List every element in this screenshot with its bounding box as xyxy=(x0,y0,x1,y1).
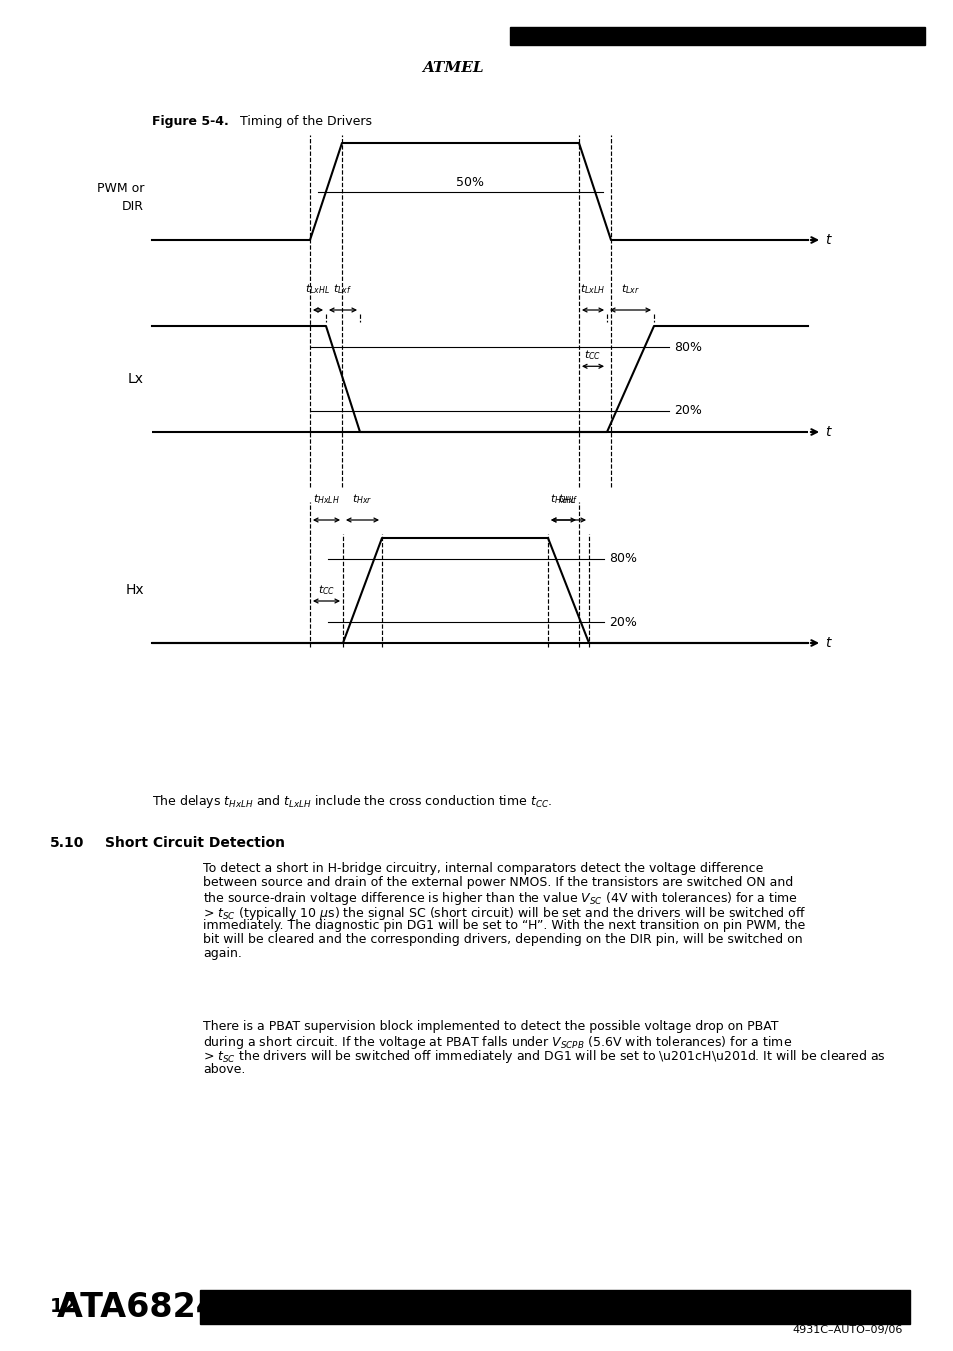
Text: again.: again. xyxy=(203,947,242,961)
Text: $t$: $t$ xyxy=(824,636,832,650)
Text: $t_{HxLH}$: $t_{HxLH}$ xyxy=(313,492,339,507)
Text: Lx: Lx xyxy=(128,372,144,386)
Text: $t_{Hxr}$: $t_{Hxr}$ xyxy=(352,492,373,507)
Text: $t$: $t$ xyxy=(824,232,832,247)
Text: $t_{LxLH}$: $t_{LxLH}$ xyxy=(579,282,605,296)
Text: Hx: Hx xyxy=(125,584,144,597)
Text: > $t_{SC}$ (typically 10 $\mu$s) the signal SC (short circuit) will be set and t: > $t_{SC}$ (typically 10 $\mu$s) the sig… xyxy=(203,905,805,921)
Text: $t_{Hxf}$: $t_{Hxf}$ xyxy=(558,492,578,507)
Text: $t$: $t$ xyxy=(824,426,832,439)
Text: > $t_{SC}$ the drivers will be switched off immediately and DG1 will be set to \: > $t_{SC}$ the drivers will be switched … xyxy=(203,1048,884,1066)
Text: There is a PBAT supervision block implemented to detect the possible voltage dro: There is a PBAT supervision block implem… xyxy=(203,1020,778,1034)
Text: ATA6824 [Preliminary]: ATA6824 [Preliminary] xyxy=(57,1290,477,1324)
Bar xyxy=(510,27,924,45)
Text: 12: 12 xyxy=(50,1297,77,1316)
Text: To detect a short in H-bridge circuitry, internal comparators detect the voltage: To detect a short in H-bridge circuitry,… xyxy=(203,862,762,875)
Text: Figure 5-4.: Figure 5-4. xyxy=(152,115,229,128)
Text: 4931C–AUTO–09/06: 4931C–AUTO–09/06 xyxy=(792,1325,902,1335)
Text: $t_{CC}$: $t_{CC}$ xyxy=(317,584,335,597)
Text: immediately. The diagnostic pin DG1 will be set to “H”. With the next transition: immediately. The diagnostic pin DG1 will… xyxy=(203,919,804,932)
Text: 20%: 20% xyxy=(608,616,637,628)
Text: 80%: 80% xyxy=(673,340,701,354)
Text: Short Circuit Detection: Short Circuit Detection xyxy=(105,836,285,850)
Bar xyxy=(200,1290,909,1324)
Text: 20%: 20% xyxy=(673,404,701,417)
Text: PWM or: PWM or xyxy=(96,181,144,195)
Text: between source and drain of the external power NMOS. If the transistors are swit: between source and drain of the external… xyxy=(203,877,792,889)
Text: $t_{CC}$: $t_{CC}$ xyxy=(584,349,601,362)
Text: 5.10: 5.10 xyxy=(50,836,84,850)
Text: The delays $t_{HxLH}$ and $t_{LxLH}$ include the cross conduction time $t_{CC}$.: The delays $t_{HxLH}$ and $t_{LxLH}$ inc… xyxy=(152,793,552,811)
Text: $t_{Lxf}$: $t_{Lxf}$ xyxy=(334,282,353,296)
Text: Timing of the Drivers: Timing of the Drivers xyxy=(240,115,372,128)
Text: $t_{LxHL}$: $t_{LxHL}$ xyxy=(305,282,330,296)
Text: above.: above. xyxy=(203,1063,245,1075)
Text: bit will be cleared and the corresponding drivers, depending on the DIR pin, wil: bit will be cleared and the correspondin… xyxy=(203,934,801,946)
Text: $t_{Lxr}$: $t_{Lxr}$ xyxy=(620,282,639,296)
Text: during a short circuit. If the voltage at PBAT falls under $V_{SCPB}$ (5.6V with: during a short circuit. If the voltage a… xyxy=(203,1035,791,1051)
Text: DIR: DIR xyxy=(122,200,144,212)
Text: ATMEL: ATMEL xyxy=(422,61,483,76)
Text: 50%: 50% xyxy=(456,176,484,189)
Text: $t_{HxHL}$: $t_{HxHL}$ xyxy=(550,492,577,507)
Text: 80%: 80% xyxy=(608,553,637,566)
Text: the source-drain voltage difference is higher than the value $V_{SC}$ (4V with t: the source-drain voltage difference is h… xyxy=(203,890,797,908)
